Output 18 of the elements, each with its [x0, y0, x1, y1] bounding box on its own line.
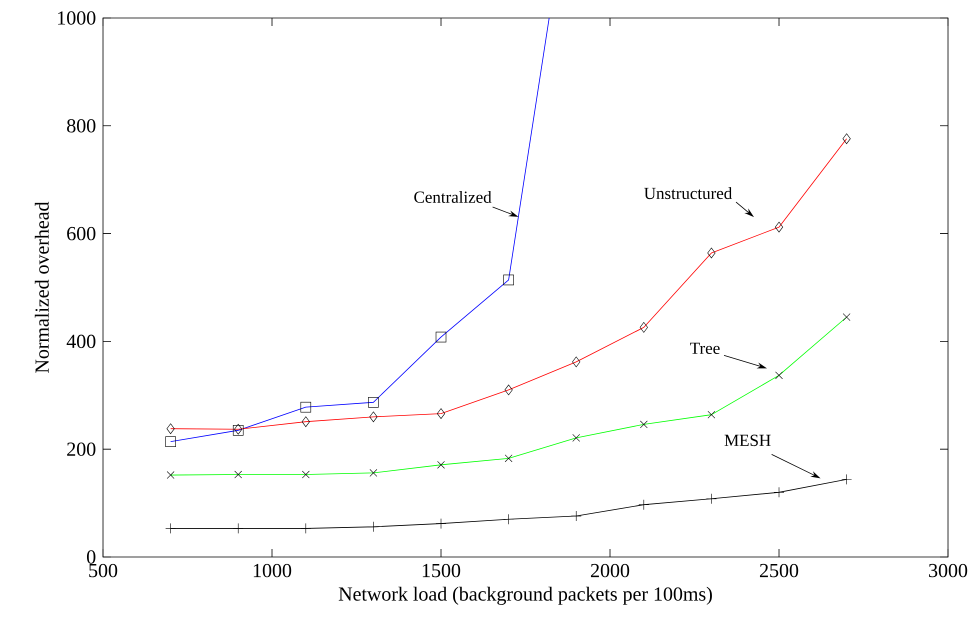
x-tick-label: 3000 [929, 564, 968, 578]
y-tick-label: 200 [67, 442, 96, 456]
x-tick-label: 1500 [422, 564, 460, 578]
y-tick-label: 0 [86, 550, 96, 564]
x-axis-title: Network load (background packets per 100ms) [338, 586, 712, 605]
y-tick-label: 400 [66, 334, 96, 348]
y-axis-title: Normalized overhead [34, 202, 49, 373]
x-tick-label: 2000 [590, 564, 630, 578]
series-label: Centralized [414, 190, 492, 203]
x-tick-label: 1000 [254, 564, 292, 578]
text: Tree [690, 342, 720, 354]
y-tick-label: 1000 [58, 11, 96, 25]
x-tick-label: 500 [89, 564, 118, 578]
x-tick-label: 2500 [760, 564, 798, 578]
text: MESH [724, 434, 771, 446]
y-tick-label: 800 [67, 119, 96, 132]
y-tick-label: 600 [67, 226, 96, 240]
text: Unstructured [644, 187, 732, 200]
